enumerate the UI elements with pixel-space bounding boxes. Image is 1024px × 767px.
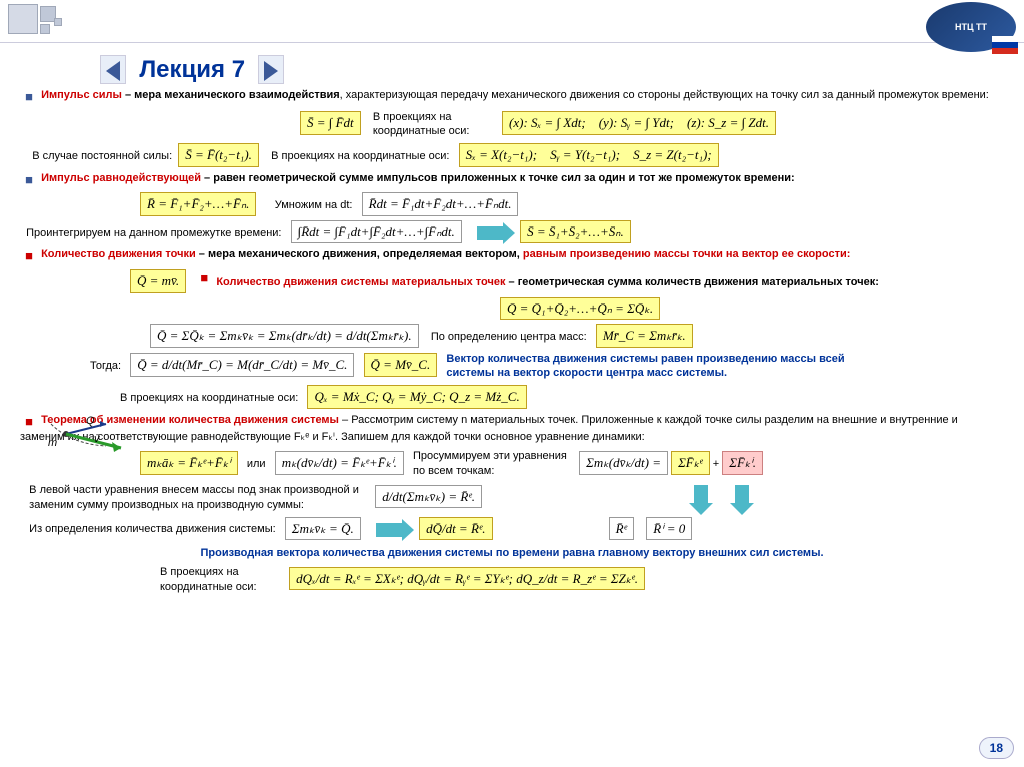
formula-dQ: dQ̄/dt = R̄ᵉ. [419,517,492,541]
formula-S-integral: S̄ = ∫ F̄dt [300,111,361,135]
lecture-title: Лекция 7 [100,56,284,84]
arrow-right-icon [477,226,505,240]
nav-prev-icon[interactable] [106,61,120,81]
formula-R: R̄ = F̄₁+F̄₂+…+F̄ₙ. [140,192,256,216]
formula-Qder: Q̄ = ΣQ̄ₖ = Σmₖv̄ₖ = Σmₖ(dr̄ₖ/dt) = d/dt… [150,324,419,348]
formula-sumFe: ΣF̄ₖᵉ [671,451,710,475]
formula-proj-final: dQₓ/dt = Rₓᵉ = ΣXₖᵉ; dQᵧ/dt = Rᵧᵉ = ΣYₖᵉ… [289,567,645,591]
formula-Rdt: R̄dt = F̄₁dt+F̄₂dt+…+F̄ₙdt. [362,192,519,216]
formula-Q: Q̄ = mv̄. [130,269,186,293]
svg-text:Q̄: Q̄ [86,416,95,427]
formula-S-projections: (x): Sₓ = ∫ Xdt; (y): Sᵧ = ∫ Ydt; (z): S… [502,111,776,135]
formula-dyn: mₖāₖ = F̄ₖᵉ+F̄ₖⁱ [140,451,238,475]
formula-QMv: Q̄ = Mv̄_C. [364,353,438,377]
conclusion: Производная вектора количества движения … [200,547,823,559]
svg-text:m: m [48,437,57,449]
formula-sumQ: Σmₖv̄ₖ = Q̄. [285,517,361,541]
formula-R-int: ∫R̄dt = ∫F̄₁dt+∫F̄₂dt+…+∫F̄ₙdt. [291,220,462,244]
formula-Qc: Q̄ = d/dt(Mr̄_C) = M(dr̄_C/dt) = Mv̄_C. [130,353,354,377]
formula-sum: Σmₖ(dv̄ₖ/dt) = [579,451,668,475]
mass-diagram: m Q̄ v̄ [46,416,136,456]
formula-S-const: S̄ = F̄(t₂−t₁). [178,143,259,167]
arrow-right-icon [376,523,404,537]
formula-S-const-proj: Sₓ = X(t₂−t₁); Sᵧ = Y(t₂−t₁); S_z = Z(t₂… [459,143,719,167]
lecture-body: ■ Импульс силы – мера механического взаи… [20,88,1004,749]
formula-Q-proj: Qₓ = Mẋ_C; Qᵧ = Mẏ_C; Q_z = Mż_C. [307,385,526,409]
page-number: 18 [979,737,1014,759]
formula-sumFi: ΣF̄ₖⁱ. [722,451,763,475]
formula-cm: Mr̄_C = Σmₖr̄ₖ. [596,324,693,348]
formula-S-sum: S̄ = S̄₁+S̄₂+…+S̄ₙ. [520,220,631,244]
arrow-down-icon [735,485,749,505]
arrow-down-icon [694,485,708,505]
formula-dsum: d/dt(Σmₖv̄ₖ) = R̄ᵉ. [375,485,482,509]
formula-dyn2: mₖ(dv̄ₖ/dt) = F̄ₖᵉ+F̄ₖⁱ. [275,451,404,475]
logo-badge: НТЦ ТТ [926,2,1016,52]
formula-Qsum: Q̄ = Q̄₁+Q̄₂+…+Q̄ₙ = ΣQ̄ₖ. [500,297,660,321]
nav-next-icon[interactable] [264,61,278,81]
